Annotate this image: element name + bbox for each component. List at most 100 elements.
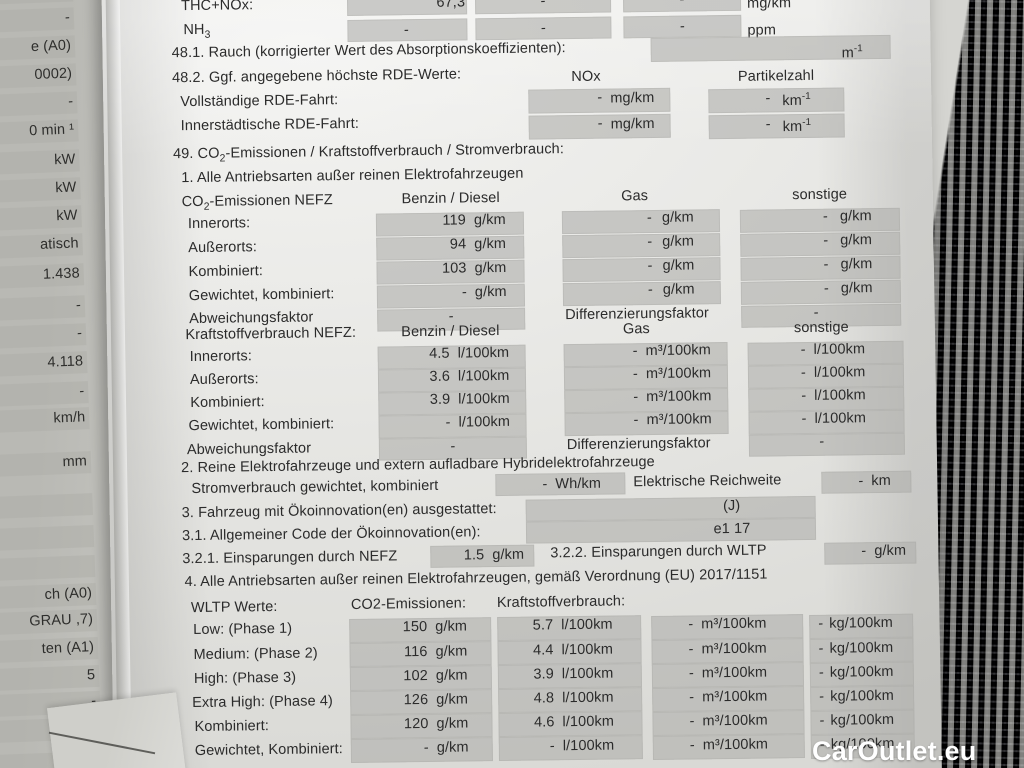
electric-range-unit: km	[871, 472, 891, 490]
fuel-row-1-v1: 3.6	[429, 368, 451, 385]
co2-row-0-label: Innerorts:	[187, 215, 251, 233]
fuel-nefz-col2: Gas	[622, 321, 650, 338]
wltp-row-2-co2: 102	[403, 667, 428, 685]
fuel-row-1-v3: -	[800, 364, 807, 382]
co2-row-3-v2: -	[647, 281, 653, 299]
fuel-nefz-col1: Benzin / Diesel	[401, 323, 500, 341]
eco-row321-label: 3.2.1. Einsparungen durch NEFZ	[182, 548, 398, 568]
fuel-row-1-u1: l/100km	[457, 367, 510, 385]
co2-row-3-u2: g/km	[662, 281, 695, 298]
fuel-row-2-v1: 3.9	[429, 391, 451, 408]
co2-row-0-u3: g/km	[839, 208, 872, 225]
wltp-row-0-fuel: 5.7	[532, 617, 554, 634]
thc-nox-label: THC+NOx:	[180, 0, 254, 15]
co2-row-2-v1: 103	[441, 260, 467, 277]
fuel-row-0-u2: m³/100km	[645, 342, 711, 360]
co2-row-1-u3: g/km	[840, 232, 873, 249]
nh3-label: NH3	[183, 21, 211, 41]
wltp-row-2-other: -	[818, 664, 824, 681]
rde-row-1-nox: -	[597, 115, 603, 132]
wltp-row-2-label: High: (Phase 3)	[193, 669, 297, 688]
fuel-row-2-u1: l/100km	[458, 390, 510, 408]
wltp-row-4-co2: 120	[403, 715, 429, 733]
wltp-title: 4. Alle Antriebsarten außer reinen Elekt…	[184, 566, 768, 591]
fuel-row-1-v2: -	[632, 366, 639, 383]
fuel-row-0-label: Innerorts:	[189, 348, 253, 366]
nh3-value-2: -	[540, 20, 546, 37]
thc-nox-value: 67,3	[436, 0, 466, 11]
electric-consumption-unit: Wh/km	[555, 475, 602, 493]
co2-row-0-v1: 119	[442, 212, 467, 229]
co2-nefz-col3: sonstige	[792, 186, 848, 204]
wltp-row-4-gas-unit: m³/100km	[702, 712, 768, 730]
rde-col-pn: Partikelzahl	[737, 67, 815, 85]
wltp-row-5-fuel: -	[549, 738, 555, 755]
wltp-row-5-co2-unit: g/km	[436, 739, 469, 756]
fuel-row-3-v3: -	[801, 410, 807, 428]
fuel-nefz-col3: sonstige	[793, 319, 849, 337]
co2-row-3-v3: -	[823, 280, 829, 297]
wltp-row-3-other-unit: kg/100km	[830, 687, 894, 705]
wltp-row-3-co2-unit: g/km	[436, 691, 469, 708]
wltp-row-0-co2: 150	[402, 618, 428, 636]
wltp-row-3-fuel-unit: l/100km	[562, 689, 614, 707]
rde-col-nox: NOx	[571, 68, 601, 86]
wltp-row-header-label: WLTP Werte:	[190, 598, 278, 617]
wltp-row-2-co2-unit: g/km	[435, 667, 468, 684]
co2-row-1-v3: -	[823, 232, 829, 249]
fuel-row-2-v2: -	[633, 389, 639, 406]
fuel-row-3-v2: -	[633, 412, 639, 429]
smoke-unit: m-1	[841, 43, 863, 62]
wltp-row-1-gas: -	[688, 641, 694, 658]
co2-row-1-v2: -	[647, 233, 653, 251]
smoke-label: 48.1. Rauch (korrigierter Wert des Absor…	[171, 40, 566, 62]
co2-row-2-label: Kombiniert:	[188, 263, 264, 281]
wltp-row-5-fuel-unit: l/100km	[562, 737, 615, 755]
wltp-row-3-gas: -	[689, 689, 695, 706]
wltp-row-0-other: -	[818, 615, 824, 632]
section-49-sub1: 1. Alle Antriebsarten außer reinen Elekt…	[181, 165, 524, 187]
co2-row-3-u1: g/km	[474, 283, 507, 301]
wltp-row-4-fuel: 4.6	[533, 714, 555, 731]
co2-nefz-header: CO2-Emissionen NEFZ	[181, 192, 333, 213]
co2-row-1-v1: 94	[449, 236, 467, 253]
wltp-row-1-fuel-unit: l/100km	[561, 641, 614, 659]
wltp-row-1-fuel: 4.4	[532, 642, 554, 659]
fuel-row-3-u2: m³/100km	[646, 411, 712, 429]
thc-nox-unit: mg/km	[746, 0, 792, 12]
electric-range-label: Elektrische Reichweite	[633, 472, 782, 491]
co2-nefz-col2: Gas	[621, 188, 649, 205]
wltp-row-3-co2: 126	[403, 691, 429, 709]
wltp-row-3-gas-unit: m³/100km	[702, 688, 768, 706]
watermark: CarOutlet.eu	[812, 736, 977, 766]
fuel-diff-value: -	[819, 433, 825, 450]
co2-row-1-u2: g/km	[662, 233, 695, 250]
fuel-row-3-label: Gewichtet, kombiniert:	[188, 416, 335, 435]
wltp-row-1-other-unit: kg/100km	[829, 639, 894, 657]
wltp-row-2-gas: -	[688, 665, 694, 682]
nh3-value-3: -	[679, 18, 685, 35]
fuel-row-1-u2: m³/100km	[645, 365, 712, 383]
eco-row321-unit: g/km	[492, 546, 525, 564]
fuel-row-0-u1: l/100km	[457, 344, 510, 362]
eco-row322-label: 3.2.2. Einsparungen durch WLTP	[550, 542, 767, 562]
eco-row321-value: 1.5	[463, 547, 485, 564]
wltp-row-2-other-unit: kg/100km	[829, 663, 894, 681]
rde-row-0-label: Vollständige RDE-Fahrt:	[180, 92, 339, 111]
wltp-row-0-gas-unit: m³/100km	[701, 615, 767, 633]
fuel-diff-label: Differenzierungsfaktor	[566, 435, 711, 454]
wltp-row-2-fuel-unit: l/100km	[561, 665, 614, 683]
wltp-row-0-fuel-unit: l/100km	[561, 616, 613, 634]
co2-row-0-u2: g/km	[661, 209, 694, 226]
electric-consumption-label: Stromverbrauch gewichtet, kombiniert	[191, 477, 439, 498]
co2-row-3-label: Gewichtet, kombiniert:	[188, 286, 335, 305]
wltp-row-3-label: Extra High: (Phase 4)	[192, 693, 334, 712]
co2-row-2-v2: -	[647, 257, 653, 275]
rde-row-1-pn: -	[765, 116, 771, 133]
co2-factor-label: Abweichungsfaktor	[189, 309, 314, 328]
fuel-factor-value: -	[450, 438, 456, 455]
rde-row-1-label: Innerstädtische RDE-Fahrt:	[180, 115, 360, 135]
rde-row-0-nox-unit: mg/km	[610, 89, 655, 107]
